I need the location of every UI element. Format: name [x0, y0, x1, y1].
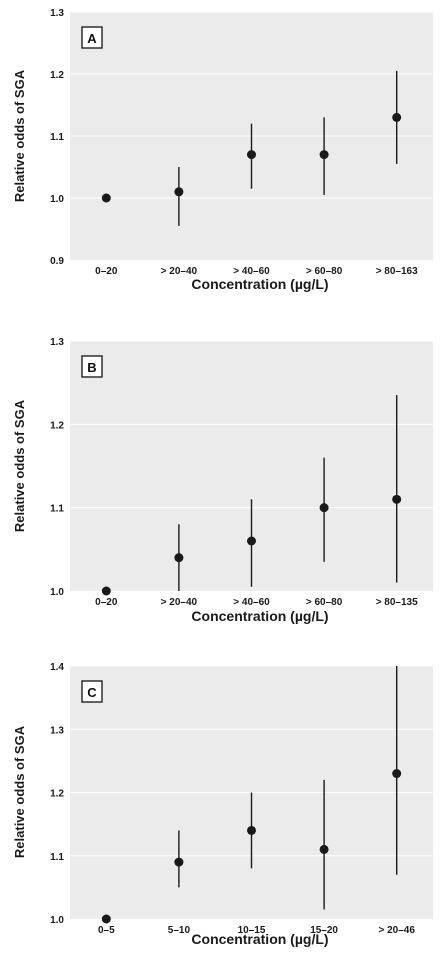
- data-point: [174, 187, 184, 197]
- x-tick-label: 0–20: [95, 266, 118, 277]
- y-tick-label: 1.0: [50, 915, 64, 926]
- panel-a: 0.9 1.0 1.1 1.2 1.3 0–20 > 20–40 > 40–60 > 60–8…: [12, 8, 433, 292]
- y-tick-label: 0.9: [50, 256, 64, 267]
- x-tick-labels: 0–20 > 20–40 > 40–60 > 60–80 > 80–163: [95, 266, 418, 277]
- x-tick-label: > 40–60: [233, 266, 270, 277]
- x-tick-label: > 60–80: [306, 597, 343, 608]
- y-tick-label: 1.2: [50, 420, 64, 431]
- panel-b: 1.0 1.1 1.2 1.3 0–20 > 20–40 > 40–60 > 60–80 > …: [12, 337, 433, 624]
- x-axis-label: Concentration (µg/L): [191, 276, 328, 292]
- y-axis-label: Relative odds of SGA: [12, 69, 27, 202]
- data-point: [247, 536, 256, 546]
- x-tick-label: > 60–80: [306, 266, 343, 277]
- x-tick-labels: 0–20 > 20–40 > 40–60 > 60–80 > 80–135: [95, 597, 418, 608]
- x-tick-label: > 20–46: [378, 925, 415, 936]
- y-tick-label: 1.1: [50, 132, 64, 143]
- data-point: [101, 193, 111, 203]
- y-tick-label: 1.1: [50, 504, 64, 515]
- data-point: [392, 769, 402, 779]
- x-tick-label: 5–10: [168, 925, 191, 936]
- x-axis-label: Concentration (µg/L): [191, 608, 328, 624]
- data-point: [174, 857, 184, 867]
- data-point: [247, 150, 256, 160]
- y-tick-label: 1.3: [50, 337, 64, 348]
- y-tick-labels: 0.9 1.0 1.1 1.2 1.3: [50, 8, 64, 267]
- data-point: [101, 914, 111, 924]
- gridlines: [70, 665, 433, 857]
- panel-label-box: [81, 680, 103, 703]
- data-point: [319, 150, 329, 160]
- data-point: [101, 586, 111, 596]
- panel-label: A: [87, 31, 97, 46]
- x-tick-label: 0–20: [95, 597, 118, 608]
- panel-label: B: [87, 360, 96, 375]
- panel-c: 1.0 1.1 1.2 1.3 1.4 0–5 5–10 10–15 15–20 > 20–46…: [12, 662, 433, 947]
- y-tick-label: 1.1: [50, 852, 64, 863]
- y-tick-label: 1.2: [50, 789, 64, 800]
- panel-label: C: [87, 685, 97, 700]
- x-tick-label: > 80–135: [376, 597, 418, 608]
- data-point: [392, 494, 402, 504]
- x-tick-label: 0–5: [98, 925, 115, 936]
- y-tick-label: 1.2: [50, 70, 64, 81]
- panel-label-box: [81, 26, 103, 49]
- data-marks: [101, 666, 402, 924]
- data-point: [392, 112, 402, 122]
- y-tick-label: 1.3: [50, 725, 64, 736]
- data-point: [174, 553, 184, 563]
- data-marks: [101, 70, 402, 226]
- x-tick-label: > 40–60: [233, 597, 270, 608]
- x-tick-label: 15–20: [310, 925, 338, 936]
- data-point: [319, 503, 329, 513]
- y-axis-label: Relative odds of SGA: [12, 725, 27, 858]
- x-tick-label: 10–15: [238, 925, 266, 936]
- data-point: [247, 825, 256, 835]
- y-tick-label: 1.3: [50, 8, 64, 19]
- x-tick-label: > 80–163: [376, 266, 418, 277]
- panel-label-box: [81, 355, 103, 378]
- y-tick-labels: 1.0 1.1 1.2 1.3 1.4: [50, 662, 64, 926]
- x-tick-label: > 20–40: [161, 266, 198, 277]
- y-tick-label: 1.0: [50, 194, 64, 205]
- data-marks: [101, 395, 402, 596]
- x-tick-labels: 0–5 5–10 10–15 15–20 > 20–46: [98, 925, 415, 936]
- y-axis-label: Relative odds of SGA: [12, 399, 27, 532]
- x-tick-label: > 20–40: [161, 597, 198, 608]
- y-tick-label: 1.0: [50, 587, 64, 598]
- x-axis-label: Concentration (µg/L): [191, 931, 328, 947]
- y-tick-labels: 1.0 1.1 1.2 1.3: [50, 337, 64, 598]
- data-point: [319, 844, 329, 854]
- y-tick-label: 1.4: [50, 662, 64, 673]
